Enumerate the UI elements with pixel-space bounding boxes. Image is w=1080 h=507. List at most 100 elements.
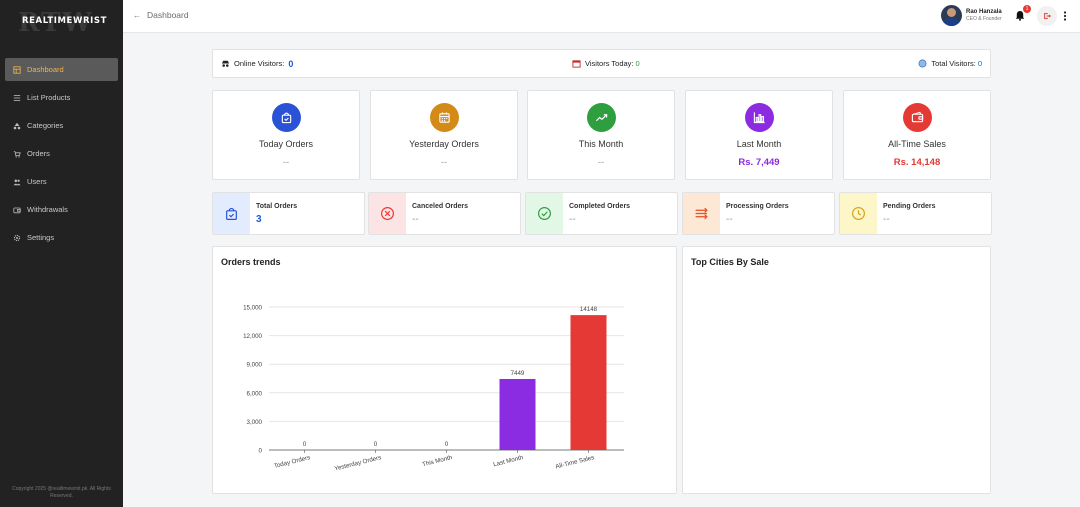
bar (499, 378, 536, 450)
y-tick-label: 12,000 (243, 333, 262, 340)
data-label: 7449 (511, 370, 525, 377)
online-visitors: Online Visitors: 0 (221, 59, 293, 69)
sidebar-item-categories[interactable]: Categories (5, 114, 118, 137)
avatar[interactable] (941, 5, 962, 26)
globe-icon (918, 59, 927, 68)
orders-card-completed[interactable]: Completed Orders -- (525, 192, 678, 235)
orders-card-processing[interactable]: Processing Orders -- (682, 192, 835, 235)
y-tick-label: 9,000 (247, 362, 263, 369)
breadcrumb-label: Dashboard (147, 10, 189, 20)
x-tick-label: Yesterday Orders (334, 454, 382, 472)
x-circle-icon (369, 193, 406, 234)
wallet-icon (12, 205, 21, 214)
more-options-icon[interactable] (1063, 10, 1067, 22)
wallet-icon (903, 103, 932, 132)
x-tick-label: Today Orders (273, 454, 311, 470)
x-tick-label: This Month (422, 454, 454, 468)
user-menu[interactable]: Rao Hanzala CEO & Founder (941, 5, 1002, 26)
stat-card-this-month[interactable]: This Month -- (527, 90, 675, 180)
list-icon (12, 93, 21, 102)
sidebar-nav: Dashboard List Products Categories Order… (5, 58, 118, 254)
sidebar-item-label: Settings (27, 233, 55, 242)
user-role: CEO & Founder (966, 16, 1002, 22)
calendar-icon (430, 103, 459, 132)
y-tick-label: 6,000 (247, 390, 263, 397)
sidebar-item-orders[interactable]: Orders (5, 142, 118, 165)
trend-up-icon (587, 103, 616, 132)
bag-check-icon (213, 193, 250, 234)
stat-label: Last Month (736, 139, 782, 149)
stat-card-all-time-sales[interactable]: All-Time Sales Rs. 14,148 (843, 90, 991, 180)
orders-value: -- (883, 214, 890, 225)
visitors-today-label: Visitors Today: (585, 59, 634, 68)
arrows-icon (683, 193, 720, 234)
sidebar-item-label: Dashboard (27, 65, 64, 74)
stat-card-today-orders[interactable]: Today Orders -- (212, 90, 360, 180)
gear-icon (12, 233, 21, 242)
sidebar-item-list-products[interactable]: List Products (5, 86, 118, 109)
online-visitors-label: Online Visitors: (234, 59, 285, 68)
back-arrow-icon[interactable]: ← (133, 10, 141, 20)
sidebar: RTW REALTIMEWRIST Dashboard List Product… (0, 0, 123, 507)
top-cities-panel: Top Cities By Sale (682, 246, 991, 494)
sidebar-item-dashboard[interactable]: Dashboard (5, 58, 118, 81)
logout-icon (1044, 13, 1051, 19)
bar (570, 315, 607, 450)
x-tick-label: All-Time Sales (555, 454, 595, 470)
orders-label: Processing Orders (726, 203, 789, 210)
y-tick-label: 15,000 (243, 305, 262, 312)
sidebar-item-settings[interactable]: Settings (5, 226, 118, 249)
sidebar-item-label: List Products (27, 93, 71, 102)
logo[interactable]: RTW REALTIMEWRIST (14, 10, 109, 38)
bell-icon[interactable] (1015, 10, 1025, 21)
stat-card-yesterday-orders[interactable]: Yesterday Orders -- (370, 90, 518, 180)
top-bar: ← Dashboard Rao Hanzala CEO & Founder 1 (123, 0, 1080, 33)
orders-label: Canceled Orders (412, 203, 469, 210)
incognito-icon (221, 60, 230, 67)
calendar-icon (572, 60, 581, 68)
total-visitors-label: Total Visitors: (931, 59, 976, 68)
top-cities-title: Top Cities By Sale (691, 257, 769, 267)
y-tick-label: 3,000 (247, 419, 263, 426)
stat-value: Rs. 7,449 (738, 157, 780, 168)
stat-card-last-month[interactable]: Last Month Rs. 7,449 (685, 90, 833, 180)
breadcrumb: ← Dashboard (133, 10, 189, 20)
categories-icon (12, 121, 21, 130)
sidebar-item-label: Users (27, 177, 47, 186)
orders-label: Completed Orders (569, 203, 631, 210)
notification-badge: 1 (1023, 5, 1031, 13)
orders-value: 3 (256, 214, 262, 225)
orders-card-pending[interactable]: Pending Orders -- (839, 192, 992, 235)
orders-label: Total Orders (256, 203, 298, 210)
dashboard-icon (12, 65, 21, 74)
sidebar-item-users[interactable]: Users (5, 170, 118, 193)
bar-chart-icon (745, 103, 774, 132)
check-circle-icon (526, 193, 563, 234)
stat-label: Yesterday Orders (409, 139, 479, 149)
y-tick-label: 0 (259, 448, 263, 455)
data-label: 0 (374, 441, 378, 448)
copyright-text: Copyright 2025 @realtimewrist.pk. All Ri… (12, 486, 111, 499)
user-name: Rao Hanzala (966, 9, 1002, 15)
online-visitors-value: 0 (288, 58, 294, 69)
logout-button[interactable] (1037, 6, 1057, 26)
logo-wordmark: REALTIMEWRIST (22, 16, 107, 26)
stat-label: Today Orders (258, 139, 314, 149)
sidebar-item-withdrawals[interactable]: Withdrawals (5, 198, 118, 221)
total-visitors: Total Visitors: 0 (918, 59, 982, 68)
orders-value: -- (412, 214, 419, 225)
orders-label: Pending Orders (883, 203, 936, 210)
cart-icon (12, 149, 21, 158)
data-label: 0 (303, 441, 307, 448)
stat-value: -- (597, 157, 605, 168)
total-visitors-value: 0 (977, 59, 982, 68)
orders-value: -- (569, 214, 576, 225)
orders-card-canceled[interactable]: Canceled Orders -- (368, 192, 521, 235)
x-tick-label: Last Month (493, 454, 525, 468)
stat-value: -- (440, 157, 448, 168)
orders-trends-title: Orders trends (221, 257, 281, 267)
sidebar-item-label: Categories (27, 121, 64, 130)
data-label: 14148 (580, 306, 598, 313)
sidebar-item-label: Withdrawals (27, 205, 68, 214)
orders-card-total[interactable]: Total Orders 3 (212, 192, 365, 235)
